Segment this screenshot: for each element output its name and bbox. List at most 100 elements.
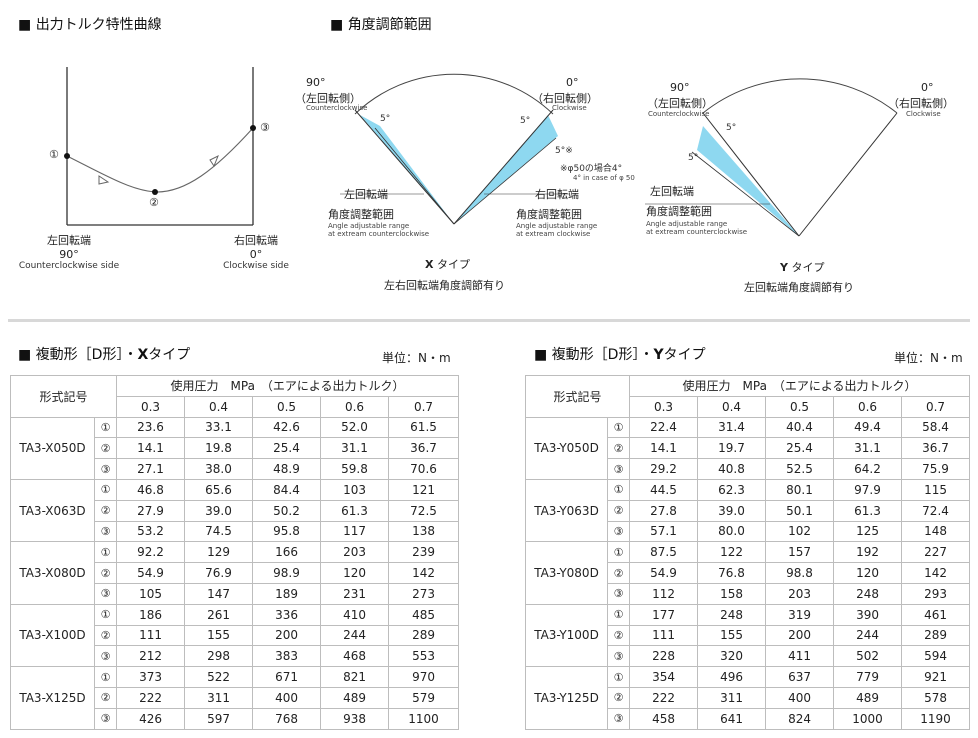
table-x-torque-value: 212 [116,645,186,668]
table-x-torque-value: 231 [320,582,390,605]
table-y-torque-value: 641 [697,707,767,730]
left-end-deg: 90° [59,248,79,261]
table-x-model-name: TA3-X080D [10,541,95,605]
table-y-point-marker: ② [606,562,631,584]
table-x-point-marker: ② [93,437,118,460]
table-x-torque-value: 244 [320,624,390,647]
table-y-torque-value: 40.8 [697,458,767,480]
table-y-pressure-1: 0.4 [697,395,767,418]
x-right-range: 角度調整範囲 [516,208,582,221]
right-end-deg: 0° [249,248,263,261]
table-x-point-marker: ② [93,562,118,584]
x-right-range-en2: at extream clockwise [516,230,591,238]
y-left-range-en2: at extream counterclockwise [646,228,748,236]
table-y-torque-value: 39.0 [697,499,767,522]
table-y-torque-value: 102 [765,520,835,543]
table-y-point-marker: ③ [606,707,631,730]
table-y-title-post: タイプ [663,347,706,363]
table-x-torque-value: 147 [184,582,254,605]
table-y-torque-value: 98.8 [765,562,835,584]
y-cw-en: Clockwise [906,110,941,118]
table-x-torque-value: 121 [388,478,460,501]
table-y-torque-value: 1000 [833,707,903,730]
table-row: ③ 426 597 768 938 1100 [11,707,460,730]
table-x-torque-value: 14.1 [116,437,186,460]
table-y-pressure-4: 0.7 [901,395,971,418]
table-y-torque-value: 142 [901,562,971,584]
table-x-torque-value: 289 [388,624,460,647]
x-0deg-label: 0° [566,76,579,89]
table-x-torque-value: 485 [388,603,460,626]
table-x-pressure-4: 0.7 [388,395,460,418]
left-end-jp: 左回転端 [47,234,91,247]
table-x-torque-value: 111 [116,624,186,647]
x-ccw-line [354,109,455,225]
x-right-range-wedge [454,115,558,224]
table-x-point-marker: ② [93,686,118,709]
x-note-jp: ※φ50の場合4° [560,164,623,174]
table-x-torque-value: 261 [184,603,254,626]
table-y-torque-value: 779 [833,666,903,688]
y-type-caption: 左回転端角度調節有り [744,281,854,294]
table-row: TA3-X063D ① 46.8 65.6 84.4 103 121 [10,478,460,543]
table-y-torque-value: 578 [901,686,971,709]
x-ccw-jp: （左回転側） [295,92,361,105]
x-note-en: 4° in case of φ 50 [573,174,635,182]
y-0deg-label: 0° [921,81,934,94]
y-ccw-en: Counterclockwise [648,110,710,118]
table-y-torque-value: 319 [765,603,835,626]
table-x-torque-value: 239 [388,541,460,564]
table-y-pressure-0: 0.3 [629,395,699,418]
table-x-title-post: タイプ [148,347,191,363]
table-x-torque-value: 938 [320,707,390,730]
table-y-point-marker: ③ [606,582,631,605]
table-x-heading: ■ 複動形［D形］・Xタイプ [18,347,191,363]
table-x-point-marker: ③ [93,520,118,543]
table-x-torque-value: 142 [388,562,460,584]
y-type-letter: Y [780,261,788,274]
table-row: TA3-X125D ① 373 522 671 821 970 [10,666,460,730]
table-x-head-pressure: 使用圧力 MPa （エアによる出力トルク） [116,375,460,397]
table-x-torque-value: 84.4 [252,478,322,501]
table-y-torque-value: 22.4 [629,416,699,439]
table-x-torque-value: 189 [252,582,322,605]
table-row: ② 222 311 400 489 579 [11,686,460,709]
table-y-torque-value: 61.3 [833,499,903,522]
table-y-torque-value: 222 [629,686,699,709]
table-x-torque-value: 273 [388,582,460,605]
point-2-label: ② [149,196,159,209]
right-end-jp: 右回転端 [234,234,278,247]
table-x-point-marker: ① [93,541,118,564]
x-right-range-en1: Angle adjustable range [516,222,598,230]
table-y-torque-value: 19.7 [697,437,767,460]
table-x-torque-value: 768 [252,707,322,730]
table-y-torque-value: 637 [765,666,835,688]
table-y-point-marker: ③ [606,645,631,668]
table-y-torque-value: 157 [765,541,835,564]
x-90deg-label: 90° [306,76,326,89]
table-x-pressure-0: 0.3 [116,395,186,418]
table-x-torque-value: 25.4 [252,437,322,460]
torque-section-title: 出力トルク特性曲線 [35,17,162,33]
x-5deg-left: 5° [380,114,391,124]
y-5deg-b: 5° [688,153,699,163]
y-ccw-adjust-line [691,151,800,237]
table-row: TA3-Y125D ① 354 496 637 779 921 [525,666,971,730]
table-x-torque-value: 138 [388,520,460,543]
table-row: TA3-X100D ① 186 261 336 410 485 [10,603,460,668]
x-type-letter: X [425,258,434,271]
table-row: TA3-Y100D ① 177 248 319 390 461 [525,603,971,668]
table-y-torque-value: 461 [901,603,971,626]
table-y-torque-value: 25.4 [765,437,835,460]
table-y-torque-value: 390 [833,603,903,626]
x-left-range-en1: Angle adjustable range [328,222,410,230]
table-y-torque-value: 248 [697,603,767,626]
arrow-marker-left [98,175,110,185]
table-y-torque-value: 40.4 [765,416,835,439]
table-y-torque-value: 200 [765,624,835,647]
table-y-torque-value: 320 [697,645,767,668]
table-y-torque-value: 354 [629,666,699,688]
table-x-torque-value: 553 [388,645,460,668]
x-type-caption: 左右回転端角度調節有り [384,279,505,292]
table-y-torque-value: 52.5 [765,458,835,480]
